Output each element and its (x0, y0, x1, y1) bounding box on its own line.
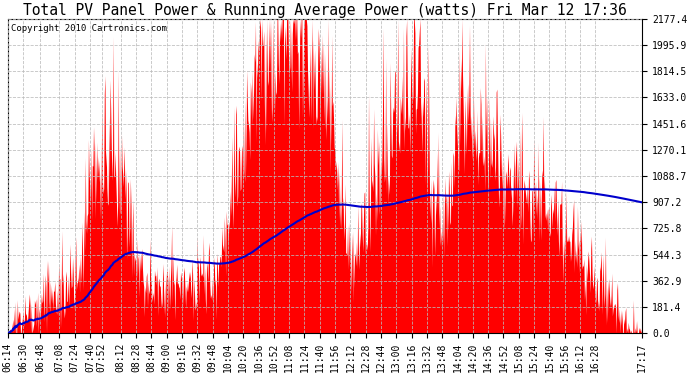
Text: Copyright 2010 Cartronics.com: Copyright 2010 Cartronics.com (11, 24, 167, 33)
Title: Total PV Panel Power & Running Average Power (watts) Fri Mar 12 17:36: Total PV Panel Power & Running Average P… (23, 3, 627, 18)
